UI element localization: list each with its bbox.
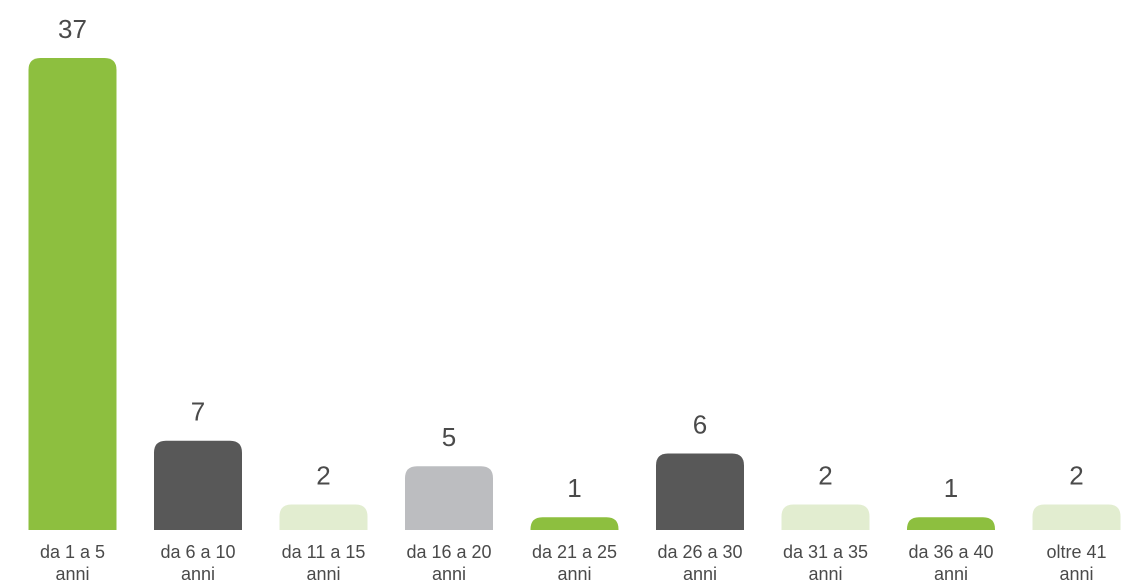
category-label-8-line2: anni bbox=[934, 564, 968, 584]
value-label-9: 2 bbox=[1069, 460, 1083, 490]
value-label-7: 2 bbox=[818, 460, 832, 490]
category-label-7-line2: anni bbox=[808, 564, 842, 584]
category-label-4: da 16 a 20 bbox=[406, 542, 491, 562]
value-label-2: 7 bbox=[191, 397, 205, 427]
value-label-3: 2 bbox=[316, 460, 330, 490]
category-label-5-line2: anni bbox=[557, 564, 591, 584]
bar-5 bbox=[530, 517, 619, 530]
value-label-5: 1 bbox=[567, 473, 581, 503]
category-label-5: da 21 a 25 bbox=[532, 542, 617, 562]
category-label-9: oltre 41 bbox=[1046, 542, 1106, 562]
bar-6 bbox=[656, 453, 744, 530]
category-label-9-line2: anni bbox=[1059, 564, 1093, 584]
bar-9 bbox=[1032, 504, 1121, 530]
category-label-3-line2: anni bbox=[306, 564, 340, 584]
bar-7 bbox=[781, 504, 870, 530]
category-label-6: da 26 a 30 bbox=[657, 542, 742, 562]
category-label-3: da 11 a 15 bbox=[282, 542, 366, 562]
category-label-6-line2: anni bbox=[683, 564, 717, 584]
category-label-7: da 31 a 35 bbox=[783, 542, 868, 562]
value-label-4: 5 bbox=[442, 422, 456, 452]
category-label-1: da 1 a 5 bbox=[40, 542, 105, 562]
category-label-2-line2: anni bbox=[181, 564, 215, 584]
bar-2 bbox=[154, 440, 242, 530]
bar-4 bbox=[405, 466, 493, 530]
bar-1 bbox=[28, 58, 117, 530]
value-label-8: 1 bbox=[944, 473, 958, 503]
value-label-1: 37 bbox=[58, 14, 87, 44]
category-label-8: da 36 a 40 bbox=[908, 542, 993, 562]
bar-8 bbox=[907, 517, 995, 530]
category-label-1-line2: anni bbox=[55, 564, 89, 584]
category-label-2: da 6 a 10 bbox=[160, 542, 235, 562]
bar-3 bbox=[279, 504, 368, 530]
category-label-4-line2: anni bbox=[432, 564, 466, 584]
value-label-6: 6 bbox=[693, 409, 707, 439]
